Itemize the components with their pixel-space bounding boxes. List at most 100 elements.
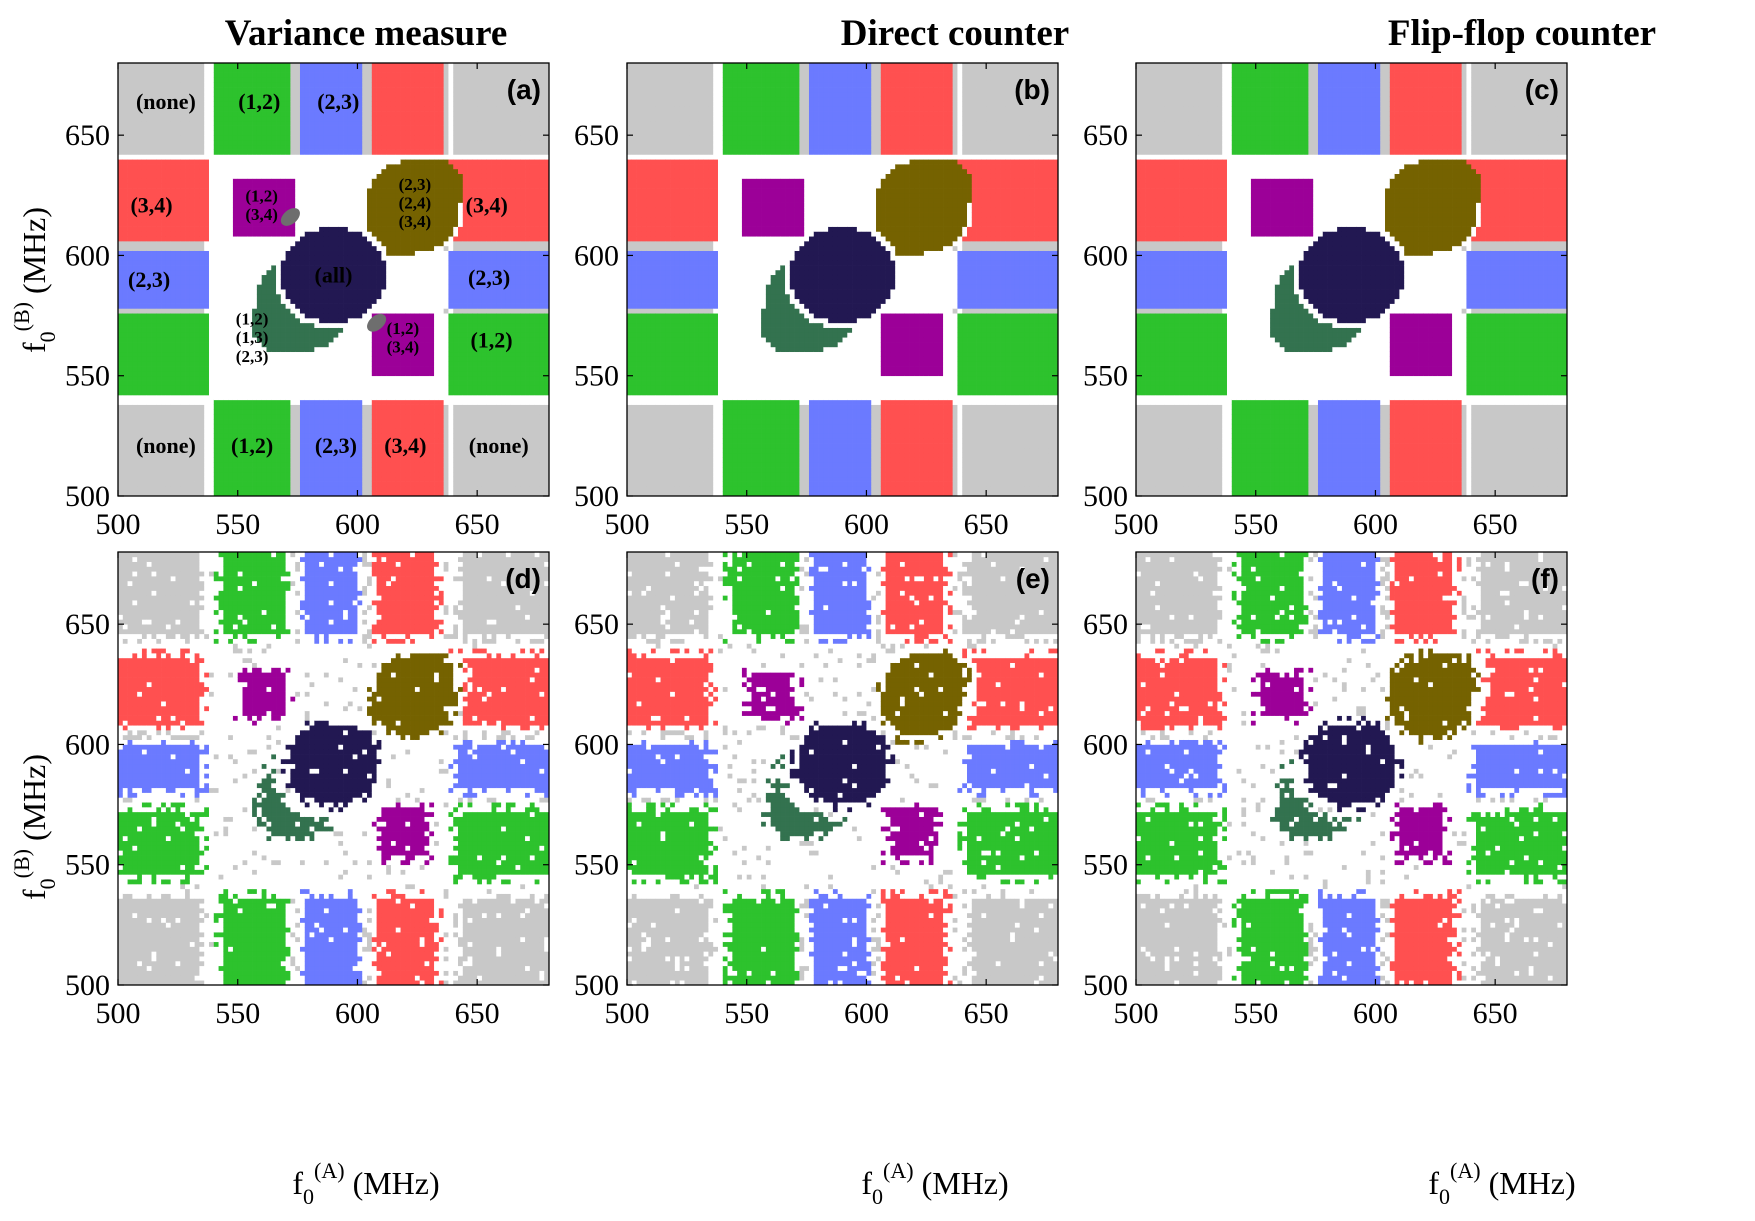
heatmap-cell-pair23 [309,82,315,88]
heatmap-cell-none [146,120,152,126]
heatmap-cell-gap [204,82,210,88]
heatmap-cell-pair23 [319,96,325,102]
heatmap-cell-pair12 [175,337,181,343]
heatmap-cell-none [194,462,200,468]
heatmap-cell-gap [367,366,373,372]
heatmap-cell-all [338,298,344,304]
heatmap-cell-pair23 [333,120,339,126]
heatmap-cell-pair34 [132,173,138,179]
heatmap-cell-gap [371,173,377,179]
heatmap-cell-gap [213,351,219,357]
heatmap-cell-all [343,226,349,232]
heatmap-cell-pair34 [122,183,128,189]
heatmap-cell-gap [252,298,258,304]
heatmap-cell-pair12 [161,375,167,381]
heatmap-cell-gap [228,216,234,223]
heatmap-cell-gap [357,207,363,213]
heatmap-cell-pair12 [204,390,210,396]
heatmap-cell-pair23 [299,457,306,463]
heatmap-cell-pair12 [151,342,157,348]
heatmap-cell-pair23 [304,438,310,444]
heatmap-cell-pair12 [285,443,291,449]
heatmap-cell-triple_12_34 [271,202,277,208]
heatmap-cell-triple_12_34 [232,183,239,189]
heatmap-cell-gap [266,164,272,170]
heatmap-cell-pair12 [247,115,253,122]
heatmap-cell-pair23 [357,149,363,155]
heatmap-cell-pair23 [343,101,349,107]
heatmap-cell-pair12 [271,433,277,439]
heatmap-cell-pair12 [194,390,200,396]
heatmap-cell-none [161,428,167,434]
heatmap-cell-pair12 [276,106,282,112]
heatmap-cell-pair12 [261,77,267,83]
heatmap-cell-pair12 [141,390,148,396]
heatmap-cell-pair12 [276,471,282,478]
heatmap-cell-triple_12_34 [381,346,387,353]
heatmap-cell-gap [252,168,258,174]
heatmap-cell-pair23 [170,293,176,300]
heatmap-cell-pair12 [228,491,234,496]
heatmap-cell-pair12 [180,327,186,333]
heatmap-cell-pair12 [285,462,291,468]
heatmap-cell-all [367,241,373,247]
heatmap-cell-none [151,72,157,78]
heatmap-cell-gap [237,313,243,319]
heatmap-cell-pair23 [127,255,133,261]
heatmap-cell-none [156,414,162,420]
heatmap-cell-gap [232,303,239,309]
heatmap-cell-pair12 [261,111,267,117]
heatmap-cell-none [118,111,124,117]
heatmap-cell-all [290,245,296,251]
heatmap-cell-pair23 [161,260,167,266]
heatmap-cell-none [295,149,301,155]
heatmap-cell-gap [232,308,239,314]
heatmap-cell-gap [295,385,301,391]
heatmap-cell-gap [141,399,148,405]
heatmap-cell-pair34 [165,212,172,218]
heatmap-cell-pair34 [132,226,138,232]
heatmap-cell-pair34 [137,226,143,232]
heatmap-cell-pair23 [299,399,306,405]
heatmap-cell-none [189,101,195,107]
heatmap-cell-pair12 [180,375,186,381]
heatmap-cell-pair12 [237,443,243,449]
heatmap-cell-pair34 [137,183,143,189]
heatmap-cell-pair23 [137,255,143,261]
heatmap-cell-pair23 [304,428,310,434]
heatmap-cell-gap [213,192,219,199]
heatmap-cell-all [343,308,349,314]
heatmap-cell-gap [208,139,215,146]
heatmap-cell-gap [280,385,286,391]
heatmap-cell-pair12 [180,385,186,391]
heatmap-cell-pair12 [127,370,133,377]
heatmap-cell-all [367,260,373,266]
heatmap-cell-all [343,274,349,280]
heatmap-cell-pair12 [232,476,239,482]
heatmap-cell-none [156,423,162,429]
heatmap-cell-none [118,419,124,425]
heatmap-cell-pair12 [261,125,267,131]
heatmap-cell-none [175,130,181,136]
heatmap-cell-none [194,63,200,69]
heatmap-cell-all [304,236,310,242]
heatmap-cell-none [156,144,162,150]
heatmap-cell-pair12 [204,370,210,377]
heatmap-cell-gap [228,394,234,401]
heatmap-cell-gap [338,154,344,160]
heatmap-cell-pair23 [185,255,191,261]
heatmap-cell-pair23 [314,467,320,473]
heatmap-cell-gap [208,399,215,405]
heatmap-cell-pair23 [352,404,358,410]
heatmap-cell-none [156,471,162,478]
heatmap-cell-pair23 [333,476,339,482]
heatmap-cell-none [151,419,157,425]
heatmap-cell-pair12 [194,385,200,391]
heatmap-cell-gap [232,159,239,165]
heatmap-cell-gap [328,375,334,381]
heatmap-cell-pair12 [261,457,267,463]
heatmap-cell-pair23 [347,419,354,425]
heatmap-cell-all [304,289,310,295]
heatmap-cell-gap [223,202,229,208]
heatmap-cell-all [357,274,363,280]
